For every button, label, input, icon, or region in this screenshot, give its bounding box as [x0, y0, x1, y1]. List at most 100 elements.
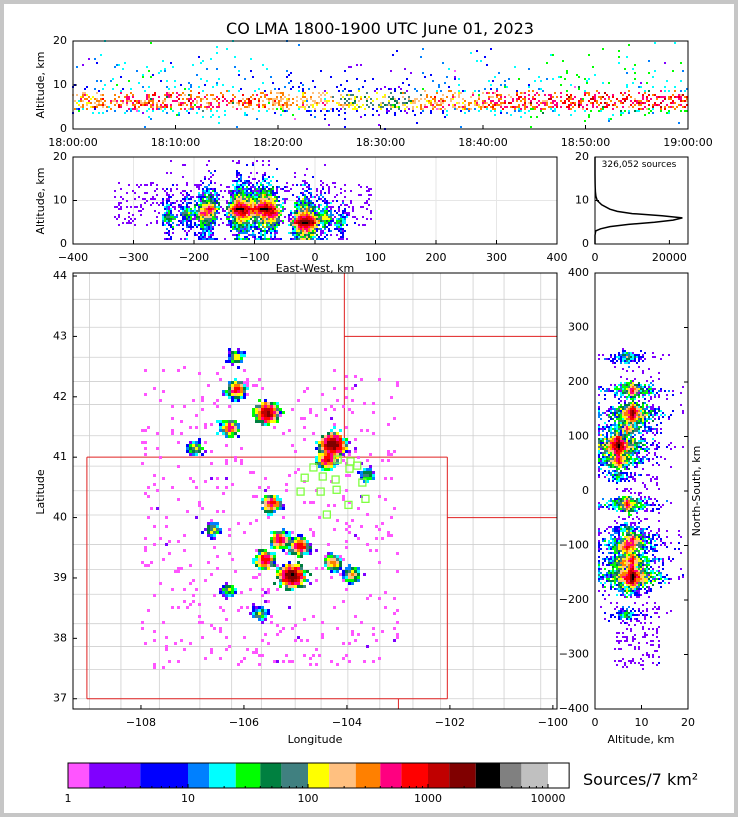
time-source-point	[246, 98, 248, 100]
ew-density-cell	[164, 238, 166, 240]
ew-density-cell	[164, 190, 166, 192]
ew-density-cell	[208, 194, 210, 196]
ns-density-cell	[602, 388, 604, 390]
ew-density-cell	[272, 192, 274, 194]
ew-density-cell	[276, 198, 278, 200]
ew-density-cell	[184, 212, 186, 214]
time-source-point	[496, 90, 498, 92]
ns-density-cell	[630, 410, 632, 412]
time-source-point	[138, 110, 140, 112]
ew-density-cell	[242, 194, 244, 196]
time-source-point	[542, 100, 544, 102]
map-density-cell	[273, 660, 276, 663]
ew-density-cell	[258, 188, 260, 190]
time-source-point	[164, 108, 166, 110]
ew-density-cell	[252, 226, 254, 228]
ew-density-cell	[250, 226, 252, 228]
time-source-point	[156, 108, 158, 110]
time-source-point	[532, 96, 534, 98]
ew-density-cell	[300, 220, 302, 222]
map-density-cell	[315, 456, 318, 459]
map-density-cell	[267, 411, 270, 414]
ew-density-cell	[258, 180, 260, 182]
ew-density-cell	[256, 198, 258, 200]
time-source-point	[144, 100, 146, 102]
ns-density-cell	[608, 390, 610, 392]
map-density-cell	[252, 558, 255, 561]
ew-density-cell	[226, 224, 228, 226]
map-density-cell	[381, 522, 384, 525]
map-density-cell	[369, 453, 372, 456]
map-density-cell	[270, 405, 273, 408]
ew-density-cell	[184, 230, 186, 232]
time-source-point	[132, 96, 134, 98]
time-source-point	[330, 76, 332, 78]
ew-density-cell	[328, 214, 330, 216]
time-source-point	[102, 94, 104, 96]
ew-density-cell	[250, 224, 252, 226]
time-source-point	[440, 90, 442, 92]
time-source-point	[462, 102, 464, 104]
ew-density-cell	[294, 204, 296, 206]
time-source-point	[430, 96, 432, 98]
time-source-point	[444, 100, 446, 102]
time-source-point	[264, 94, 266, 96]
map-density-cell	[237, 522, 240, 525]
ew-density-cell	[338, 220, 340, 222]
time-source-point	[678, 104, 680, 106]
map-density-cell	[231, 396, 234, 399]
ew-density-cell	[198, 210, 200, 212]
map-density-cell	[336, 459, 339, 462]
ew-density-cell	[276, 212, 278, 214]
ew-density-cell	[180, 200, 182, 202]
ew-density-cell	[304, 190, 306, 192]
ew-density-cell	[292, 232, 294, 234]
time-source-point	[682, 70, 684, 72]
map-density-cell	[294, 582, 297, 585]
time-source-point	[462, 98, 464, 100]
ns-density-cell	[668, 390, 670, 392]
time-source-point	[104, 84, 106, 86]
ns-density-cell	[638, 418, 640, 420]
ns-density-cell	[642, 388, 644, 390]
ew-density-cell	[306, 202, 308, 204]
ns-density-cell	[660, 410, 662, 412]
map-density-cell	[342, 570, 345, 573]
map-density-cell	[297, 564, 300, 567]
map-density-cell	[321, 465, 324, 468]
time-source-point	[532, 108, 534, 110]
map-density-cell	[243, 390, 246, 393]
ew-density-cell	[262, 194, 264, 196]
map-density-cell	[207, 534, 210, 537]
map-density-cell	[315, 648, 318, 651]
map-density-cell	[225, 594, 228, 597]
ns-density-cell	[632, 412, 634, 414]
time-source-point	[188, 94, 190, 96]
ns-density-cell	[624, 360, 626, 362]
time-source-point	[424, 106, 426, 108]
ew-density-cell	[302, 226, 304, 228]
ns-density-cell	[680, 404, 682, 406]
ew-density-cell	[226, 212, 228, 214]
ew-density-cell	[216, 238, 218, 240]
map-density-cell	[312, 534, 315, 537]
ew-density-cell	[190, 198, 192, 200]
ew-density-cell	[248, 230, 250, 232]
ew-density-cell	[284, 200, 286, 202]
time-source-point	[652, 104, 654, 106]
map-density-cell	[339, 573, 342, 576]
ew-density-cell	[320, 234, 322, 236]
ew-density-cell	[340, 222, 342, 224]
map-density-cell	[333, 408, 336, 411]
ns-density-cell	[616, 388, 618, 390]
time-source-point	[210, 58, 212, 60]
map-density-cell	[375, 639, 378, 642]
ew-density-cell	[282, 202, 284, 204]
map-density-cell	[387, 531, 390, 534]
time-source-point	[536, 106, 538, 108]
map-density-cell	[228, 645, 231, 648]
ew-density-cell	[342, 216, 344, 218]
ns-density-cell	[628, 362, 630, 364]
ew-density-cell	[240, 198, 242, 200]
ns-density-cell	[614, 386, 616, 388]
